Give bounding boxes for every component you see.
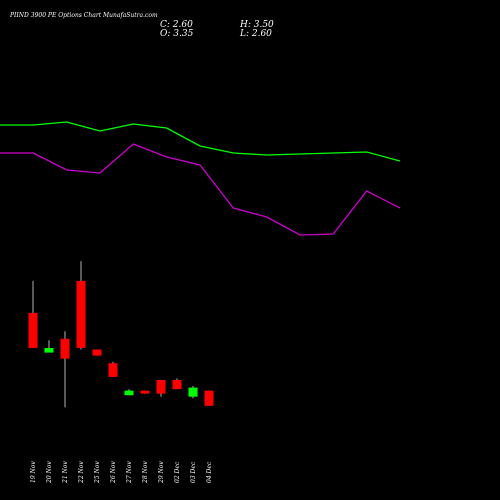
close-value: C: 2.60 (160, 20, 193, 30)
candle-body (140, 390, 150, 394)
x-tick-label: 03 Dec (190, 461, 197, 483)
candle-body (92, 349, 102, 356)
chart-title: PIIND 3900 PE Options Chart MunafaSutra.… (9, 12, 158, 19)
x-tick-label: 26 Nov (110, 461, 117, 484)
candle-body (156, 380, 166, 394)
indicator-lines (0, 121, 401, 236)
x-tick-label: 27 Nov (126, 461, 133, 484)
candle-body (44, 348, 54, 353)
low-value: L: 2.60 (239, 29, 272, 39)
x-tick-label: 04 Dec (206, 461, 213, 483)
candle-body (60, 338, 70, 359)
x-tick-label: 22 Nov (78, 461, 85, 484)
candle-body (108, 363, 118, 377)
x-tick-label: 25 Nov (94, 461, 101, 484)
x-tick-label: 21 Nov (62, 461, 69, 484)
x-tick-label: 19 Nov (30, 461, 37, 483)
candlesticks (28, 261, 214, 408)
candle-body (204, 390, 214, 406)
x-tick-label: 20 Nov (46, 461, 53, 484)
x-tick-label: 28 Nov (142, 461, 149, 484)
x-tick-label: 02 Dec (174, 461, 181, 483)
candle-body (76, 280, 86, 348)
candle-body (28, 312, 38, 348)
x-axis-labels: 19 Nov 20 Nov 21 Nov 22 Nov 25 Nov 26 Nov 27 N… (30, 461, 213, 484)
indicator-line-1 (0, 121, 401, 162)
indicator-line-2 (0, 143, 401, 236)
candle-body (188, 387, 198, 397)
high-value: H: 3.50 (239, 20, 274, 30)
x-tick-label: 29 Nov (158, 461, 165, 484)
candle-body (172, 380, 182, 390)
open-value: O: 3.35 (160, 29, 194, 39)
candle-body (124, 390, 134, 396)
